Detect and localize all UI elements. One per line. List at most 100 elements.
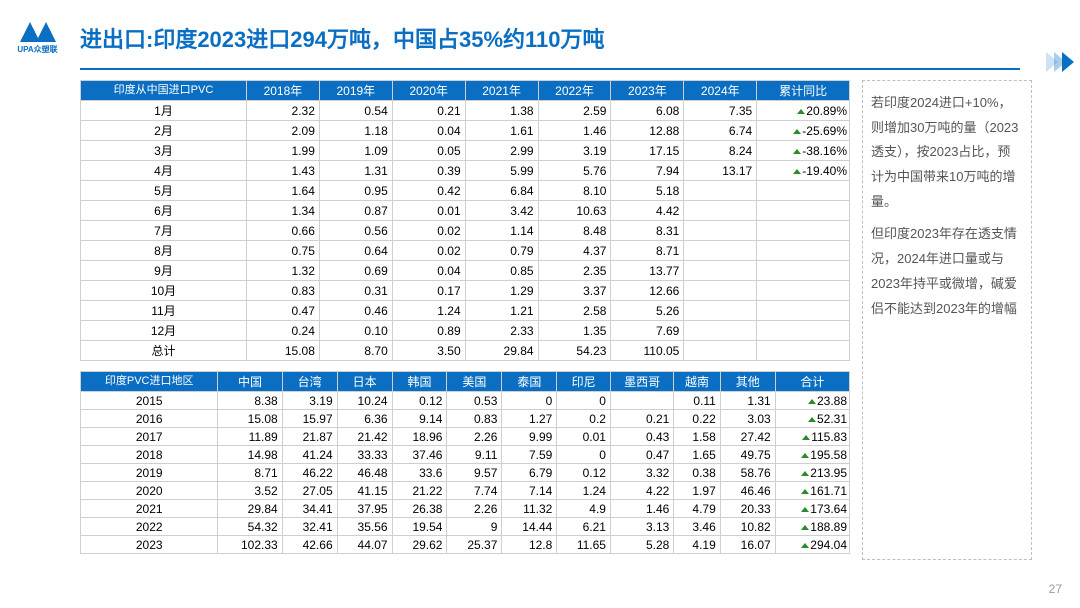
cell: 0.85 (465, 261, 538, 281)
table1-col-2: 2020年 (392, 81, 465, 101)
table-row: 202254.3232.4135.5619.54914.446.213.133.… (81, 518, 850, 536)
table2-col-4: 美国 (447, 372, 502, 392)
cell (684, 261, 757, 281)
cell: 195.58 (775, 446, 849, 464)
cell: 1.46 (538, 121, 611, 141)
table-row: 11月0.470.461.241.212.585.26 (81, 301, 850, 321)
cell: 15.08 (246, 341, 319, 361)
table1-col-4: 2022年 (538, 81, 611, 101)
cell: 41.24 (282, 446, 337, 464)
cell: 4.79 (674, 500, 720, 518)
cell: 8.71 (218, 464, 282, 482)
cell: 11.65 (557, 536, 611, 554)
cell: 3.42 (465, 201, 538, 221)
table1-col-6: 2024年 (684, 81, 757, 101)
cell: 8.48 (538, 221, 611, 241)
cell: 4.19 (674, 536, 720, 554)
cell (757, 181, 850, 201)
cell: 115.83 (775, 428, 849, 446)
cell: 10.24 (337, 392, 392, 410)
cell: 2.09 (246, 121, 319, 141)
row-label: 8月 (81, 241, 247, 261)
cell (757, 241, 850, 261)
table1-header-row: 印度从中国进口PVC 2018年 2019年 2020年 2021年 2022年… (81, 81, 850, 101)
content-area: 印度从中国进口PVC 2018年 2019年 2020年 2021年 2022年… (80, 80, 1032, 560)
row-label: 9月 (81, 261, 247, 281)
header: UPA众塑联 进出口:印度2023进口294万吨，中国占35%约110万吨 (0, 0, 1080, 66)
cell: 0.10 (319, 321, 392, 341)
cell: 1.27 (502, 410, 557, 428)
cell: 188.89 (775, 518, 849, 536)
cell: 29.62 (392, 536, 447, 554)
commentary-text: 若印度2024进口+10%，则增加30万吨的量（2023透支），按2023占比，… (871, 91, 1023, 321)
cell: 0.54 (319, 101, 392, 121)
cell (757, 221, 850, 241)
table-row: 10月0.830.310.171.293.3712.66 (81, 281, 850, 301)
cell: 110.05 (611, 341, 684, 361)
cell: 58.76 (720, 464, 775, 482)
cell: 11.89 (218, 428, 282, 446)
cell: 0.22 (674, 410, 720, 428)
table2-col-7: 墨西哥 (610, 372, 673, 392)
cell: 0.21 (610, 410, 673, 428)
cell: 10.63 (538, 201, 611, 221)
cell: 9.57 (447, 464, 502, 482)
sparkline-marker-icon (793, 129, 801, 134)
cell: 1.21 (465, 301, 538, 321)
cell: 2.26 (447, 428, 502, 446)
cell: 35.56 (337, 518, 392, 536)
row-label: 2月 (81, 121, 247, 141)
row-label: 5月 (81, 181, 247, 201)
cell: 0.64 (319, 241, 392, 261)
cell: 44.07 (337, 536, 392, 554)
cell: 1.18 (319, 121, 392, 141)
cell: 7.69 (611, 321, 684, 341)
cell: 0 (557, 392, 611, 410)
cell (757, 281, 850, 301)
row-label: 2015 (81, 392, 218, 410)
cell: 8.24 (684, 141, 757, 161)
cell: 33.33 (337, 446, 392, 464)
cell: 12.88 (611, 121, 684, 141)
chevron-decor-icon (1050, 52, 1074, 72)
cell: 41.15 (337, 482, 392, 500)
cell (757, 341, 850, 361)
row-label: 1月 (81, 101, 247, 121)
cell: 19.54 (392, 518, 447, 536)
table2-col-6: 印尼 (557, 372, 611, 392)
cell: 1.97 (674, 482, 720, 500)
cell: -25.69% (757, 121, 850, 141)
cell: 0.12 (392, 392, 447, 410)
sparkline-marker-icon (801, 489, 809, 494)
cell: 3.19 (538, 141, 611, 161)
cell (684, 341, 757, 361)
cell: 3.19 (282, 392, 337, 410)
cell: 0.83 (447, 410, 502, 428)
cell: 8.10 (538, 181, 611, 201)
cell: 9.14 (392, 410, 447, 428)
table2-col-8: 越南 (674, 372, 720, 392)
cell: 1.65 (674, 446, 720, 464)
table-row: 总计15.088.703.5029.8454.23110.05 (81, 341, 850, 361)
cell: 14.44 (502, 518, 557, 536)
cell: 15.08 (218, 410, 282, 428)
cell: 213.95 (775, 464, 849, 482)
cell: 0.75 (246, 241, 319, 261)
cell: 3.13 (610, 518, 673, 536)
cell: 5.18 (611, 181, 684, 201)
cell: 0.47 (246, 301, 319, 321)
cell: 27.42 (720, 428, 775, 446)
cell: 0.39 (392, 161, 465, 181)
cell: 37.46 (392, 446, 447, 464)
cell: 0.01 (557, 428, 611, 446)
cell: 1.32 (246, 261, 319, 281)
cell: 46.46 (720, 482, 775, 500)
table2-col-0: 中国 (218, 372, 282, 392)
cell (684, 281, 757, 301)
cell: 4.9 (557, 500, 611, 518)
table1-col-5: 2023年 (611, 81, 684, 101)
table1-col-0: 2018年 (246, 81, 319, 101)
row-label: 11月 (81, 301, 247, 321)
cell: 0.17 (392, 281, 465, 301)
cell: 2.99 (465, 141, 538, 161)
